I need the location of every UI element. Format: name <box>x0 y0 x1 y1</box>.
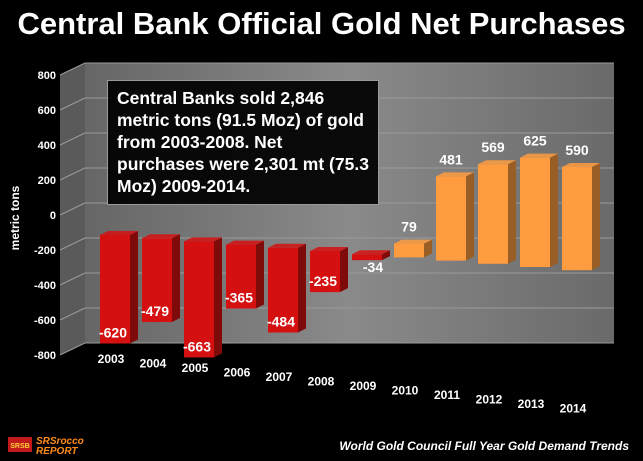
bar-2003 <box>100 231 138 344</box>
bar-side <box>340 247 348 293</box>
source-note: World Gold Council Full Year Gold Demand… <box>339 439 629 453</box>
data-label: 590 <box>565 142 589 158</box>
data-label: -479 <box>141 303 169 319</box>
x-tick-label: 2013 <box>518 397 545 411</box>
y-axis-label: metric tons <box>8 185 22 250</box>
bar-front <box>478 164 508 264</box>
gridline-side <box>59 167 86 181</box>
data-label: -235 <box>309 273 337 289</box>
bar-side <box>508 160 516 264</box>
gridline-side <box>59 342 86 356</box>
bar-2004 <box>142 234 180 323</box>
y-tick-label: 0 <box>50 210 56 222</box>
gridline-side <box>59 202 86 216</box>
bar-top <box>520 153 558 158</box>
bar-2009 <box>352 250 390 261</box>
bar-front <box>184 241 214 358</box>
bar-top <box>394 239 432 244</box>
x-tick-label: 2003 <box>98 352 125 366</box>
bar-2011 <box>436 172 474 261</box>
bar-side <box>298 243 306 333</box>
chart-title: Central Bank Official Gold Net Purchases <box>17 6 626 41</box>
logo-line1: SRSrocco <box>36 436 84 447</box>
bar-top <box>478 160 516 165</box>
srsrocco-logo: SRSB SRSrocco REPORT <box>8 436 84 455</box>
bar-side <box>172 234 180 323</box>
y-tick-label: -400 <box>34 280 56 292</box>
bar-front <box>520 157 550 267</box>
x-tick-label: 2009 <box>350 379 377 393</box>
bar-side <box>382 250 390 261</box>
bar-side <box>130 231 138 344</box>
data-label: 625 <box>523 133 547 149</box>
bar-top <box>562 162 600 167</box>
data-label: -365 <box>225 289 253 305</box>
x-tick-label: 2006 <box>224 366 251 380</box>
data-label: 79 <box>401 219 417 235</box>
bar-front <box>100 235 130 344</box>
y-tick-label: 200 <box>38 175 56 187</box>
bar-top <box>226 240 264 245</box>
bar-2005 <box>184 237 222 358</box>
gridline-side <box>59 62 86 76</box>
bar-side <box>424 239 432 258</box>
x-tick-label: 2008 <box>308 375 335 389</box>
data-label: 481 <box>439 151 463 167</box>
gridline-side <box>59 97 86 111</box>
bar-2013 <box>520 153 558 267</box>
data-label: -620 <box>99 325 127 341</box>
logo-badge: SRSB <box>10 443 29 450</box>
bar-front <box>394 243 424 258</box>
bar-2006 <box>226 240 264 309</box>
bar-top <box>142 234 180 239</box>
bar-front <box>142 238 172 323</box>
bar-2010 <box>394 239 432 258</box>
bar-top <box>352 250 390 255</box>
y-tick-label: 400 <box>38 140 56 152</box>
annotation-box: Central Banks sold 2,846 metric tons (91… <box>107 80 379 205</box>
gridline-side <box>59 272 86 286</box>
bar-top <box>184 237 222 242</box>
bar-front <box>268 247 298 333</box>
bar-front <box>310 251 340 293</box>
data-label: 569 <box>481 139 505 155</box>
bar-side <box>214 237 222 358</box>
bar-side <box>592 162 600 271</box>
x-tick-label: 2010 <box>392 384 419 398</box>
bar-top <box>310 247 348 251</box>
gridline-side <box>59 307 86 321</box>
bar-top <box>436 172 474 177</box>
bar-top <box>100 231 138 235</box>
x-tick-label: 2014 <box>560 402 587 416</box>
gridline-side <box>59 237 86 251</box>
bar-2007 <box>268 243 306 333</box>
gridline-side <box>59 132 86 146</box>
y-tick-label: 600 <box>38 105 56 117</box>
bar-front <box>436 176 466 261</box>
bar-front <box>562 166 592 271</box>
x-tick-label: 2011 <box>434 388 460 402</box>
data-label: -663 <box>183 338 211 354</box>
y-tick-label: -200 <box>34 245 56 257</box>
bar-side <box>466 172 474 261</box>
bar-2012 <box>478 160 516 264</box>
data-label: -484 <box>267 314 295 330</box>
x-tick-label: 2005 <box>182 361 209 375</box>
data-label: -34 <box>363 259 383 275</box>
y-tick-label: -600 <box>34 315 56 327</box>
x-tick-label: 2007 <box>266 370 293 384</box>
x-tick-label: 2004 <box>140 357 167 371</box>
y-tick-label: -800 <box>34 350 56 362</box>
bar-2014 <box>562 162 600 271</box>
bar-front <box>226 244 256 309</box>
x-tick-label: 2012 <box>476 393 503 407</box>
logo-line2: REPORT <box>36 446 78 455</box>
y-tick-label: 800 <box>38 70 56 82</box>
bar-side <box>256 240 264 309</box>
bar-2008 <box>310 247 348 293</box>
bar-top <box>268 243 306 248</box>
bar-side <box>550 153 558 267</box>
bar-front <box>352 254 382 261</box>
